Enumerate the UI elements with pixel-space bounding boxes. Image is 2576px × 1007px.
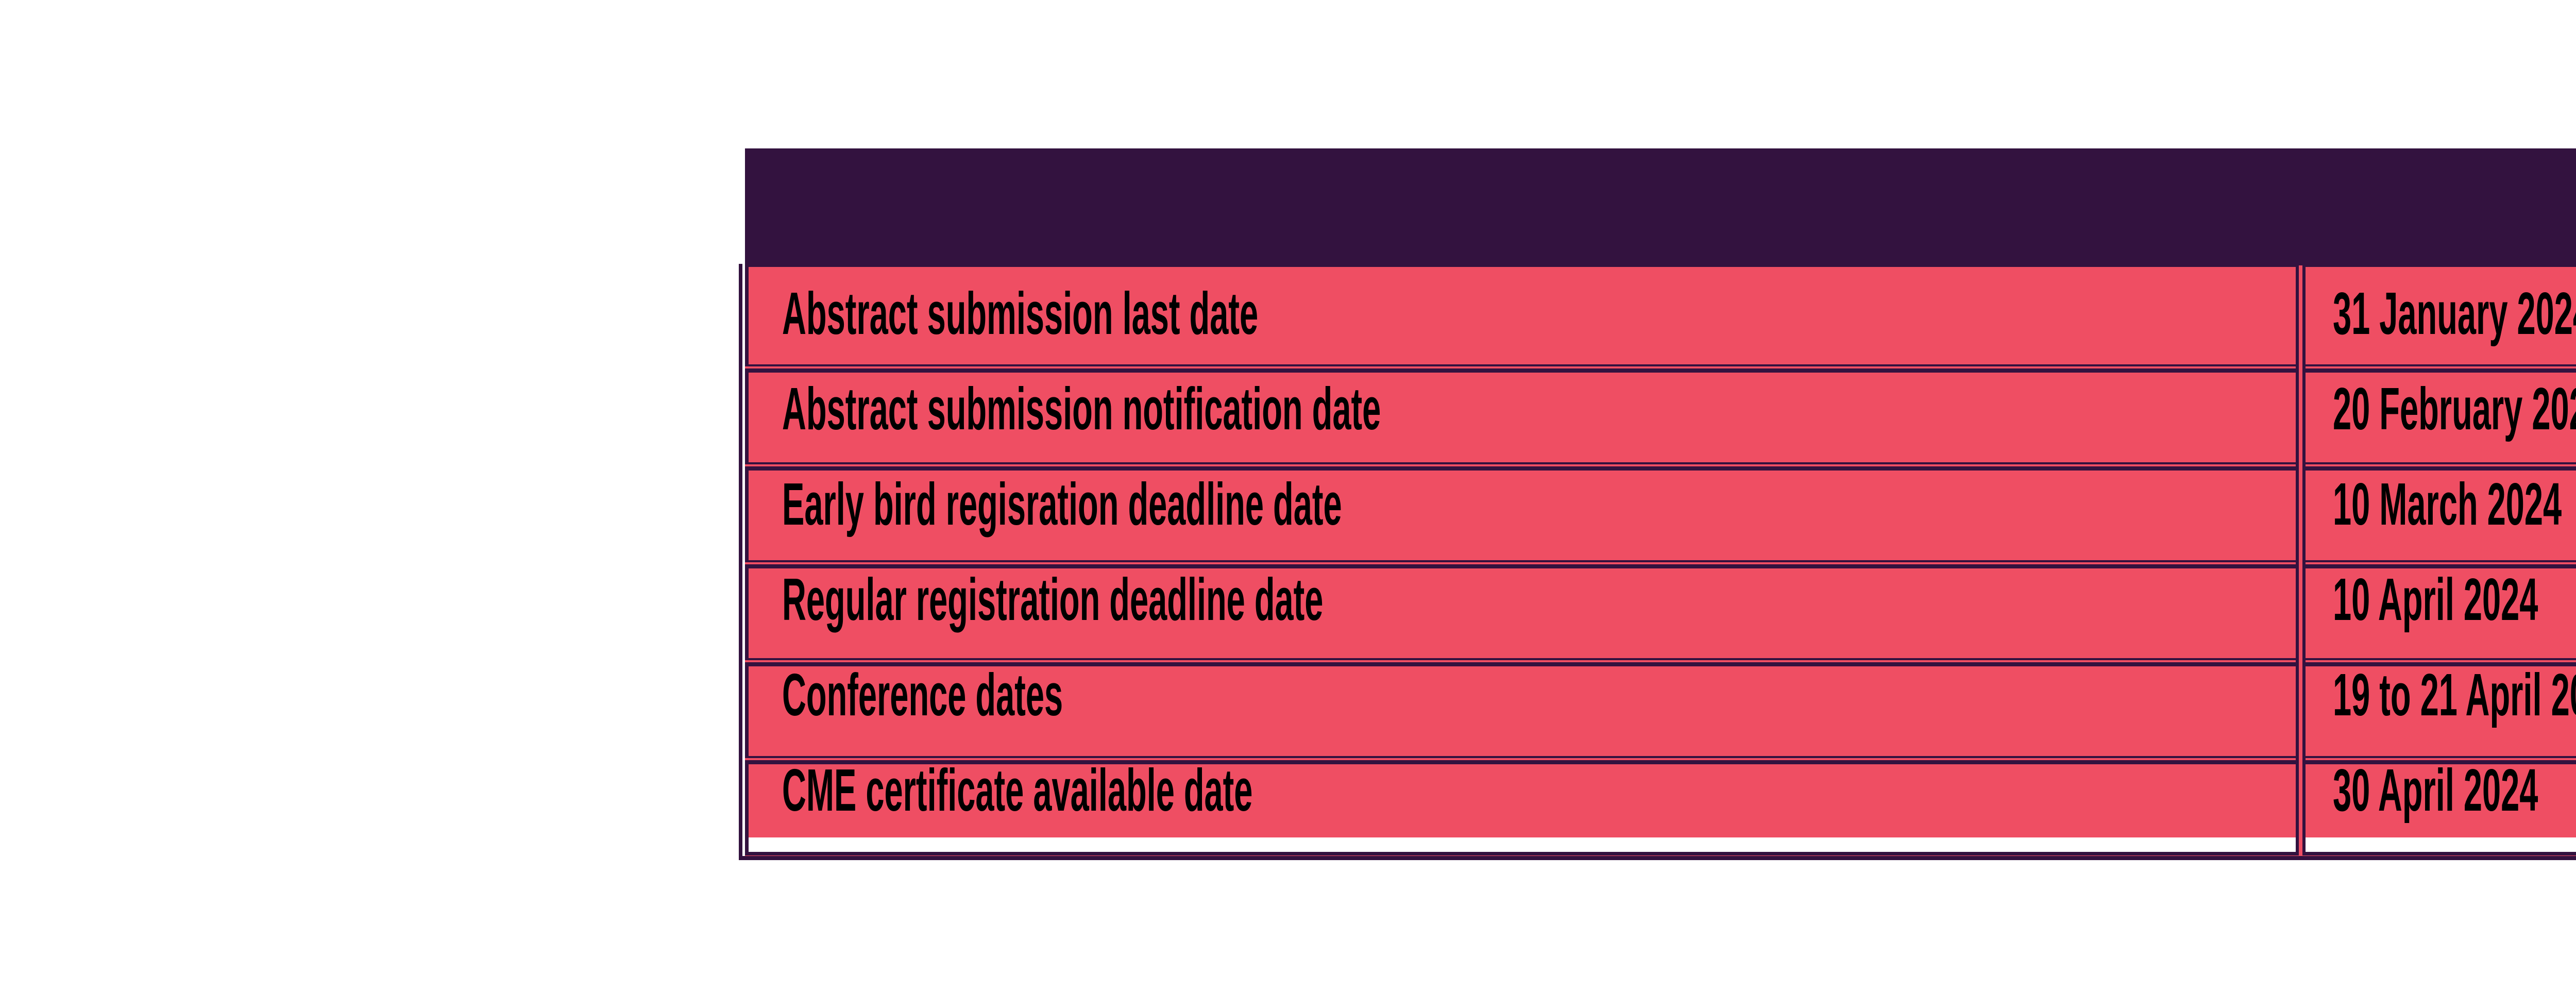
row-label-cell: Conference dates	[745, 647, 2296, 742]
table-border-left-outer	[739, 264, 742, 860]
row-value-text: 31 January 2024	[2333, 279, 2576, 347]
table-row: Conference dates 19 to 21 April 2024	[745, 647, 2576, 742]
row-label-text: Conference dates	[782, 661, 1063, 728]
table-header-row	[745, 148, 2576, 265]
table-row: Abstract submission last date 31 January…	[745, 265, 2576, 361]
row-label-text: Early bird regisration deadline date	[782, 470, 1342, 538]
table-body: Abstract submission last date 31 January…	[745, 265, 2576, 837]
row-label-cell: Abstract submission notification date	[745, 361, 2296, 456]
row-label-cell: CME certificate available date	[745, 742, 2296, 837]
row-value-cell: 31 January 2024	[2296, 265, 2576, 361]
row-value-cell: 20 February 2024	[2296, 361, 2576, 456]
row-label-text: Abstract submission last date	[782, 279, 1259, 347]
table-header	[745, 148, 2576, 265]
row-label-text: CME certificate available date	[782, 756, 1253, 824]
table-row: Abstract submission notification date 20…	[745, 361, 2576, 456]
row-value-cell: 10 March 2024	[2296, 456, 2576, 551]
row-value-text: 30 April 2024	[2333, 756, 2538, 824]
table-row: Regular registration deadline date 10 Ap…	[745, 551, 2576, 647]
table-row: CME certificate available date 30 April …	[745, 742, 2576, 837]
row-value-text: 10 April 2024	[2333, 565, 2538, 633]
row-value-cell: 30 April 2024	[2296, 742, 2576, 837]
table-border-bottom-gap	[745, 855, 2576, 857]
row-label-text: Regular registration deadline date	[782, 565, 1324, 633]
row-label-cell: Abstract submission last date	[745, 265, 2296, 361]
row-label-cell: Early bird regisration deadline date	[745, 456, 2296, 551]
row-value-text: 10 March 2024	[2333, 470, 2562, 538]
table-border-bottom-outer	[739, 856, 2576, 860]
row-label-cell: Regular registration deadline date	[745, 551, 2296, 647]
conference-timeline-table: Abstract submission last date 31 January…	[745, 148, 2576, 837]
row-value-cell: 10 April 2024	[2296, 551, 2576, 647]
header-cell-value	[2296, 148, 2576, 265]
row-value-cell: 19 to 21 April 2024	[2296, 647, 2576, 742]
row-label-text: Abstract submission notification date	[782, 375, 1381, 442]
table-row: Early bird regisration deadline date 10 …	[745, 456, 2576, 551]
row-value-text: 20 February 2024	[2333, 375, 2576, 442]
header-cell-label	[745, 148, 2296, 265]
row-value-text: 19 to 21 April 2024	[2333, 661, 2576, 728]
table-border-bottom-inner	[745, 852, 2576, 855]
